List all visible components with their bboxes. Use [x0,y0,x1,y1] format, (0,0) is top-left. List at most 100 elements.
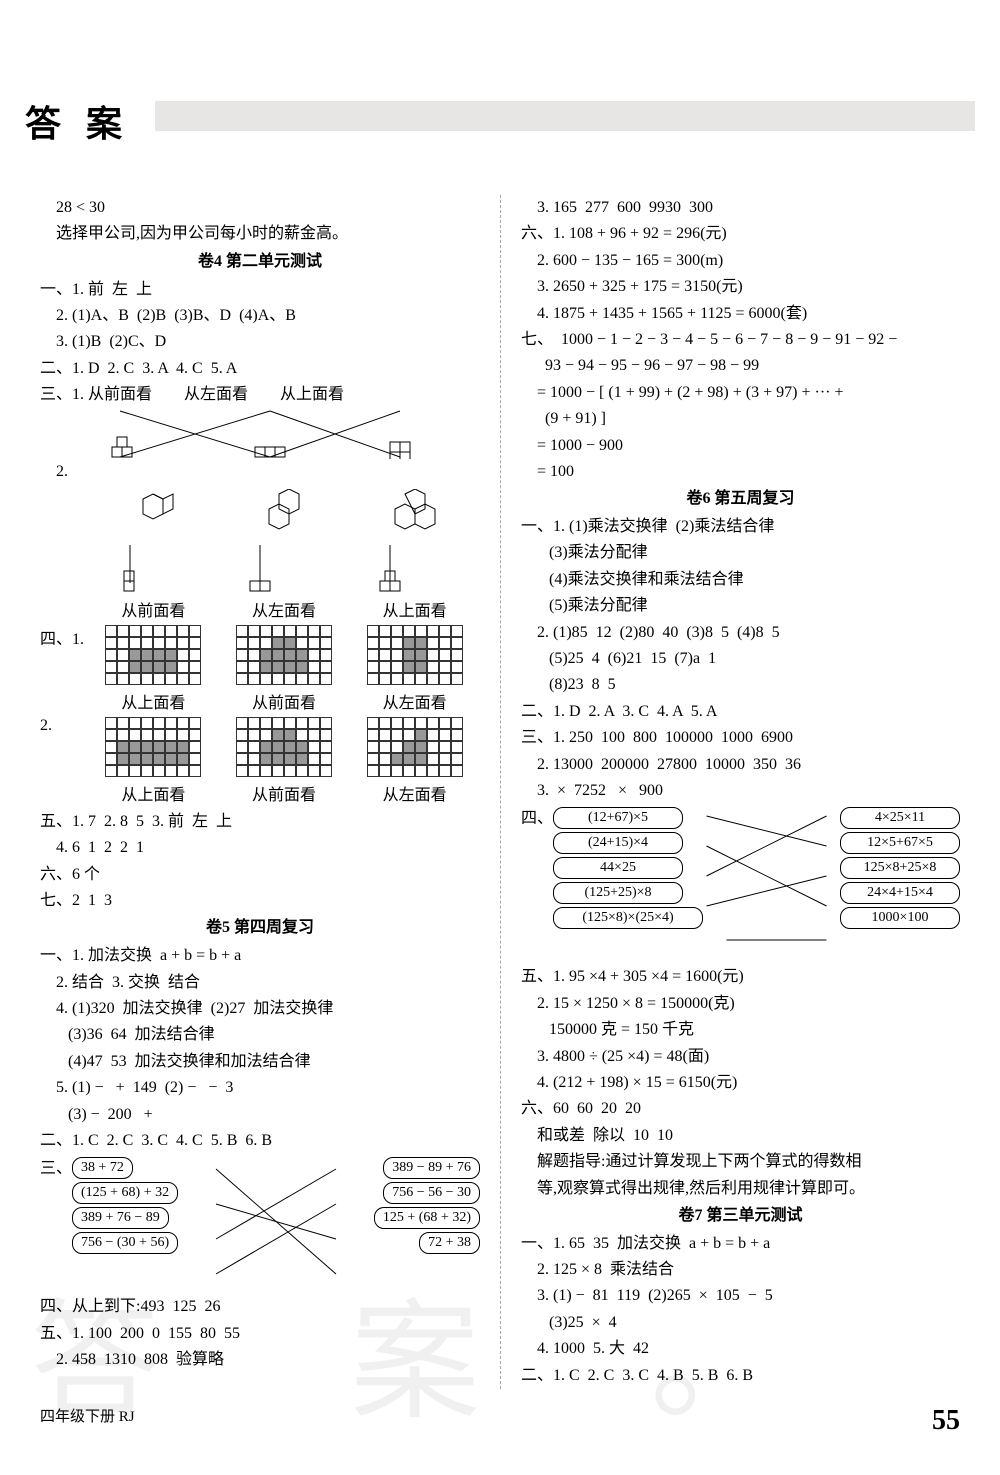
grid-shape [105,625,201,685]
text-line: (3)36 64 加法结合律 [40,1022,480,1048]
match-box: 389 + 76 − 89 [72,1207,169,1229]
text-line: 4. 6 1 2 2 1 [40,835,480,861]
text-line: 六、6 个 [40,862,480,888]
text-line: 一、1. (1)乘法交换律 (2)乘法结合律 [521,514,960,540]
text-line: 3. 2650 + 325 + 175 = 3150(元) [521,274,960,300]
text-line: 4. (1)320 加法交换律 (2)27 加法交换律 [40,996,480,1022]
text-line: 3. 165 277 600 9930 300 [521,195,960,221]
left-column: 28 < 30 选择甲公司,因为甲公司每小时的薪金高。 卷4 第二单元测试 一、… [40,195,500,1389]
section-title-paper7: 卷7 第三单元测试 [521,1202,960,1231]
text-line: 和或差 除以 10 10 [521,1123,960,1149]
section-title-paper6: 卷6 第五周复习 [521,485,960,514]
text-line: 4. (212 + 198) × 15 = 6150(元) [521,1070,960,1096]
cube-icon [385,489,445,539]
text-line: 一、1. 加法交换 a + b = b + a [40,943,480,969]
q4-2: 2. [40,717,480,777]
text-line: 4. 1875 + 1435 + 1565 + 1125 = 6000(套) [521,301,960,327]
text-line: 三、1. 250 100 800 100000 1000 6900 [521,725,960,751]
text-line: 五、1. 7 2. 8 5 3. 前 左 上 [40,809,480,835]
footer-left: 四年级下册 RJ [40,1405,135,1437]
text-line: 2. 458 1310 808 验算略 [40,1347,480,1373]
text-line: 五、1. 100 200 0 155 80 55 [40,1321,480,1347]
text-line: 二、1. C 2. C 3. C 4. B 5. B 6. B [521,1363,960,1389]
text-line: 二、1. C 2. C 3. C 4. C 5. B 6. B [40,1128,480,1154]
text-line: 3. × 7252 × 900 [521,778,960,804]
text-line: 28 < 30 [40,195,480,221]
text-line: 93 − 94 − 95 − 96 − 97 − 98 − 99 [521,353,960,379]
cube-icon [123,489,183,539]
text-line: 四、从上到下:493 125 26 [40,1294,480,1320]
cross-svg [70,543,450,593]
match-box: 389 − 89 + 76 [383,1157,480,1179]
match-box: 4×25×11 [840,807,960,829]
text-line: = 1000 − 900 [521,433,960,459]
text-line: 六、60 60 20 20 [521,1096,960,1122]
match-box: 756 − 56 − 30 [383,1182,480,1204]
text-line: (5)乘法分配律 [521,593,960,619]
text-line: = 1000 − [ (1 + 99) + (2 + 98) + (3 + 97… [521,380,960,406]
grid-shape [367,717,463,777]
text-line: 二、1. D 2. A 3. C 4. A 5. A [521,699,960,725]
match-box: (24+15)×4 [553,832,683,854]
match-box: 38 + 72 [72,1157,133,1179]
text-line: 3. 4800 ÷ (25 ×4) = 48(面) [521,1044,960,1070]
text-line: 2. 600 − 135 − 165 = 300(m) [521,248,960,274]
cube-icon [254,489,314,539]
text-line: 150000 克 = 150 千克 [521,1017,960,1043]
label-row: 从上面看 从前面看 从左面看 [40,781,480,805]
page-number: 55 [932,1405,960,1437]
text-line: = 100 [521,459,960,485]
text-line: 六、1. 108 + 96 + 92 = 296(元) [521,221,960,247]
cross-diagram-2 [70,543,450,593]
text-line: 解题指导:通过计算发现上下两个算式的得数相 [521,1149,960,1175]
text-line: 选择甲公司,因为甲公司每小时的薪金高。 [40,221,480,247]
text-line: 七、2 1 3 [40,888,480,914]
q3-1: 三、1. 从前面看 从左面看 从上面看 [40,382,480,408]
text-line: (4)乘法交换律和乘法结合律 [521,567,960,593]
cross-diagram-1 [70,409,450,459]
match-box: 44×25 [553,857,683,879]
page-header: 答 案 [25,95,975,147]
text-line: 2. (1)A、B (2)B (3)B、D (4)A、B [40,303,480,329]
text-line: 五、1. 95 ×4 + 305 ×4 = 1600(元) [521,964,960,990]
text-line: (4)47 53 加法交换律和加法结合律 [40,1049,480,1075]
text-line: 5. (1) − + 149 (2) − − 3 [40,1075,480,1101]
match-box: (125+25)×8 [553,882,683,904]
grid-shape [105,717,201,777]
text-line: 二、1. D 2. C 3. A 4. C 5. A [40,356,480,382]
match-box: 24×4+15×4 [840,882,960,904]
page-title: 答 案 [25,95,130,147]
match-box: 12×5+67×5 [840,832,960,854]
text-line: 等,观察算式得出规律,然后利用规律计算即可。 [521,1176,960,1202]
q4-1: 四、1. [40,625,480,685]
q4-match: 四、 (12+67)×54×25×11 (24+15)×412×5+67×5 4… [521,804,960,964]
text-line: 一、1. 65 35 加法交换 a + b = b + a [521,1231,960,1257]
text-line: 2. 125 × 8 乘法结合 [521,1257,960,1283]
text-line: 4. 1000 5. 大 42 [521,1336,960,1362]
text-line: 3. (1)B (2)C、D [40,329,480,355]
text-line: 3. (1) − 81 119 (2)265 × 105 − 5 [521,1283,960,1309]
match-box: 125 + (68 + 32) [374,1207,480,1229]
text-line: 一、1. 前 左 上 [40,277,480,303]
q3-match: 三、 38 + 72389 − 89 + 76 (125 + 68) + 327… [40,1154,480,1294]
text-line: (3) − 200 + [40,1102,480,1128]
cross-svg [70,409,450,459]
header-bar [155,101,975,131]
text-line: 2. (1)85 12 (2)80 40 (3)8 5 (4)8 5 [521,620,960,646]
grid-shape [367,625,463,685]
shape-row-3d [40,489,480,539]
match-box: (125×8)×(25×4) [553,907,703,929]
grid-shape [236,717,332,777]
text-line: (8)23 8 5 [521,672,960,698]
text-line: 2. 15 × 1250 × 8 = 150000(克) [521,991,960,1017]
text-line: 2. 结合 3. 交换 结合 [40,970,480,996]
text-line: 2. 13000 200000 27800 10000 350 36 [521,752,960,778]
content: 28 < 30 选择甲公司,因为甲公司每小时的薪金高。 卷4 第二单元测试 一、… [40,195,960,1389]
match-box: 125×8+25×8 [840,857,960,879]
footer: 四年级下册 RJ 55 [40,1405,960,1437]
match-box: (125 + 68) + 32 [72,1182,178,1204]
text-line: 七、 1000 − 1 − 2 − 3 − 4 − 5 − 6 − 7 − 8 … [521,327,960,353]
match-box: 72 + 38 [419,1232,480,1254]
grid-shape [236,625,332,685]
text-line: (5)25 4 (6)21 15 (7)a 1 [521,646,960,672]
